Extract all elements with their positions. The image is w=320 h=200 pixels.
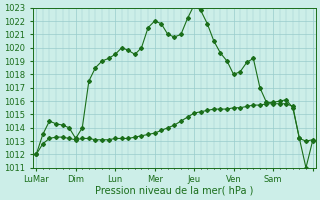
X-axis label: Pression niveau de la mer( hPa ): Pression niveau de la mer( hPa ) (95, 186, 253, 196)
